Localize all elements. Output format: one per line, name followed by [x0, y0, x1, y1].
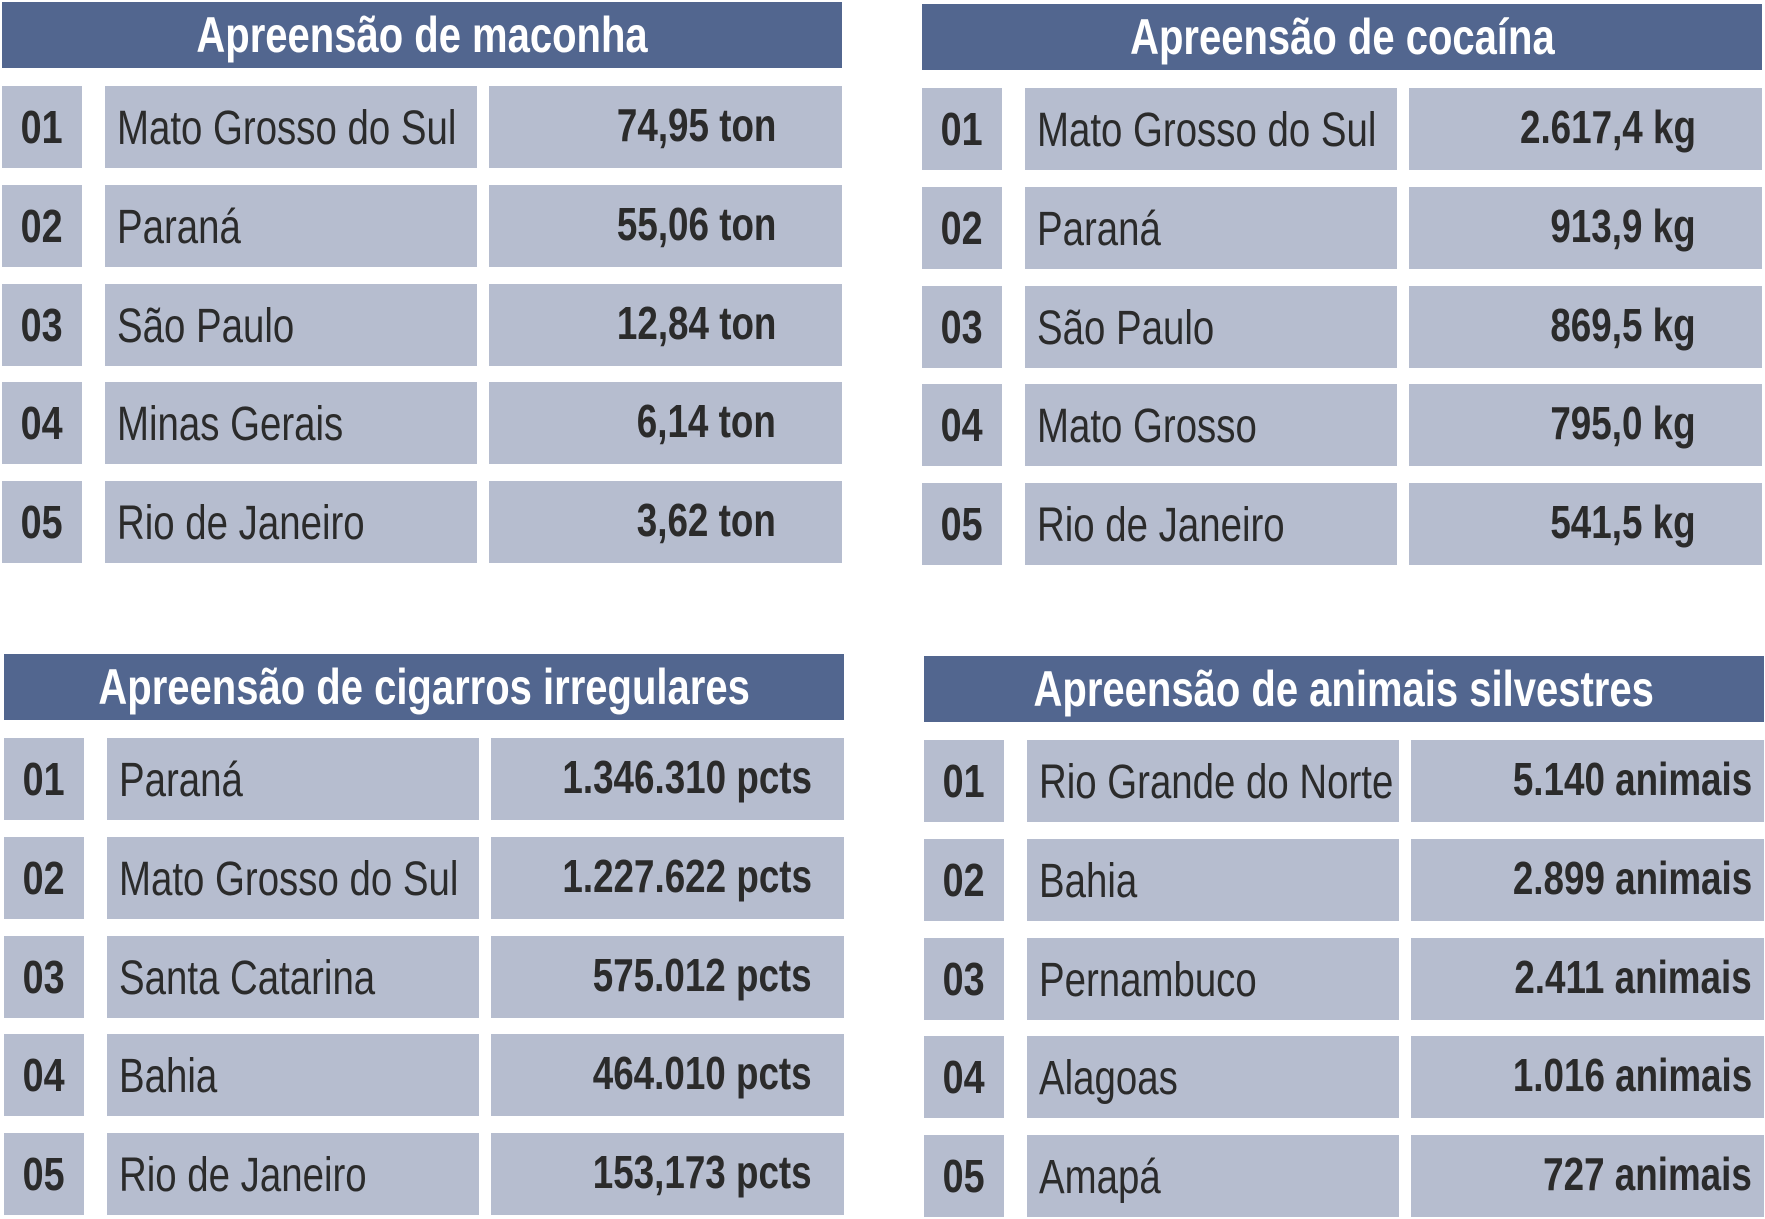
rank-cell: 01	[4, 738, 84, 820]
panel-animais: Apreensão de animais silvestres 01 Rio G…	[924, 656, 1764, 1218]
rank-cell: 03	[922, 286, 1002, 368]
state-cell: Bahia	[107, 1034, 479, 1116]
panel-title: Apreensão de cocaína	[922, 4, 1762, 70]
rank-cell: 04	[924, 1036, 1004, 1118]
table-row: 04 Mato Grosso 795,0 kg	[922, 384, 1762, 466]
rank-cell: 04	[922, 384, 1002, 466]
table-row: 01 Mato Grosso do Sul 2.617,4 kg	[922, 88, 1762, 170]
value-cell: 2.411 animais	[1411, 938, 1764, 1020]
value-cell: 153,173 pcts	[491, 1133, 844, 1215]
rank-cell: 02	[924, 839, 1004, 921]
table-row: 03 Pernambuco 2.411 animais	[924, 938, 1764, 1020]
rank-cell: 05	[924, 1135, 1004, 1217]
value-cell: 12,84 ton	[489, 284, 842, 366]
rank-cell: 03	[2, 284, 82, 366]
value-cell: 1.227.622 pcts	[491, 837, 844, 919]
rank-cell: 02	[4, 837, 84, 919]
state-cell: Mato Grosso do Sul	[105, 86, 477, 168]
rank-cell: 03	[924, 938, 1004, 1020]
table-row: 04 Minas Gerais 6,14 ton	[2, 382, 842, 464]
state-cell: Paraná	[1025, 187, 1397, 269]
rank-cell: 02	[922, 187, 1002, 269]
state-cell: Bahia	[1027, 839, 1399, 921]
value-cell: 5.140 animais	[1411, 740, 1764, 822]
rank-cell: 01	[924, 740, 1004, 822]
value-cell: 55,06 ton	[489, 185, 842, 267]
panel-title: Apreensão de maconha	[2, 2, 842, 68]
table-row: 03 São Paulo 869,5 kg	[922, 286, 1762, 368]
value-cell: 74,95 ton	[489, 86, 842, 168]
state-cell: Paraná	[107, 738, 479, 820]
rank-cell: 05	[2, 481, 82, 563]
table-row: 02 Paraná 913,9 kg	[922, 187, 1762, 269]
value-cell: 869,5 kg	[1409, 286, 1762, 368]
table-row: 03 São Paulo 12,84 ton	[2, 284, 842, 366]
value-cell: 3,62 ton	[489, 481, 842, 563]
value-cell: 2.899 animais	[1411, 839, 1764, 921]
state-cell: Mato Grosso do Sul	[107, 837, 479, 919]
table-row: 04 Alagoas 1.016 animais	[924, 1036, 1764, 1118]
table-row: 03 Santa Catarina 575.012 pcts	[4, 936, 844, 1018]
rank-cell: 04	[2, 382, 82, 464]
state-cell: Rio de Janeiro	[105, 481, 477, 563]
value-cell: 464.010 pcts	[491, 1034, 844, 1116]
table-row: 02 Bahia 2.899 animais	[924, 839, 1764, 921]
state-cell: Paraná	[105, 185, 477, 267]
value-cell: 2.617,4 kg	[1409, 88, 1762, 170]
table-row: 02 Paraná 55,06 ton	[2, 185, 842, 267]
rank-cell: 01	[922, 88, 1002, 170]
state-cell: Rio de Janeiro	[1025, 483, 1397, 565]
table-row: 05 Rio de Janeiro 3,62 ton	[2, 481, 842, 563]
panel-cocaina: Apreensão de cocaína 01 Mato Grosso do S…	[922, 4, 1762, 566]
state-cell: Mato Grosso	[1025, 384, 1397, 466]
state-cell: Alagoas	[1027, 1036, 1399, 1118]
rank-cell: 01	[2, 86, 82, 168]
table-row: 04 Bahia 464.010 pcts	[4, 1034, 844, 1116]
value-cell: 913,9 kg	[1409, 187, 1762, 269]
value-cell: 795,0 kg	[1409, 384, 1762, 466]
state-cell: Rio Grande do Norte	[1027, 740, 1399, 822]
state-cell: São Paulo	[105, 284, 477, 366]
state-cell: Mato Grosso do Sul	[1025, 88, 1397, 170]
state-cell: Amapá	[1027, 1135, 1399, 1217]
value-cell: 6,14 ton	[489, 382, 842, 464]
state-cell: Rio de Janeiro	[107, 1133, 479, 1215]
rank-cell: 05	[922, 483, 1002, 565]
panel-title: Apreensão de cigarros irregulares	[4, 654, 844, 720]
table-row: 05 Amapá 727 animais	[924, 1135, 1764, 1217]
value-cell: 575.012 pcts	[491, 936, 844, 1018]
state-cell: São Paulo	[1025, 286, 1397, 368]
table-row: 01 Mato Grosso do Sul 74,95 ton	[2, 86, 842, 168]
panel-title: Apreensão de animais silvestres	[924, 656, 1764, 722]
rank-cell: 03	[4, 936, 84, 1018]
table-row: 02 Mato Grosso do Sul 1.227.622 pcts	[4, 837, 844, 919]
panel-cigarros: Apreensão de cigarros irregulares 01 Par…	[4, 654, 844, 1216]
rank-cell: 05	[4, 1133, 84, 1215]
value-cell: 727 animais	[1411, 1135, 1764, 1217]
state-cell: Pernambuco	[1027, 938, 1399, 1020]
rank-cell: 04	[4, 1034, 84, 1116]
table-row: 01 Rio Grande do Norte 5.140 animais	[924, 740, 1764, 822]
value-cell: 1.346.310 pcts	[491, 738, 844, 820]
rank-cell: 02	[2, 185, 82, 267]
table-row: 01 Paraná 1.346.310 pcts	[4, 738, 844, 820]
value-cell: 1.016 animais	[1411, 1036, 1764, 1118]
panel-maconha: Apreensão de maconha 01 Mato Grosso do S…	[2, 2, 842, 564]
value-cell: 541,5 kg	[1409, 483, 1762, 565]
state-cell: Minas Gerais	[105, 382, 477, 464]
table-row: 05 Rio de Janeiro 153,173 pcts	[4, 1133, 844, 1215]
table-row: 05 Rio de Janeiro 541,5 kg	[922, 483, 1762, 565]
state-cell: Santa Catarina	[107, 936, 479, 1018]
